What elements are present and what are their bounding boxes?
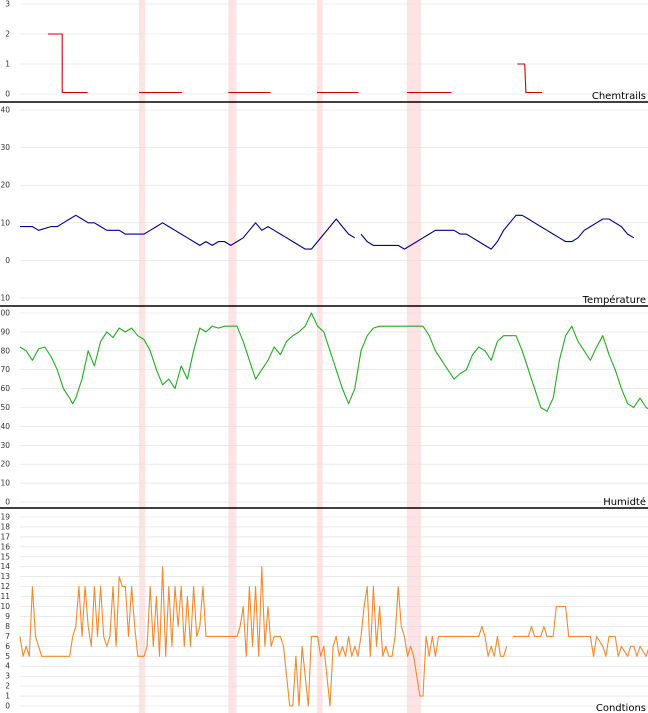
panel-title: Condtions (596, 703, 646, 713)
y-tick-label: 14 (0, 562, 10, 571)
y-tick-label: 15 (0, 552, 10, 561)
panel-title: Humidté (603, 496, 646, 508)
panel-1: 0 1 2 3 Chemtrails (5, 0, 648, 102)
y-tick-label: 90 (0, 327, 10, 336)
series-line-1 (19, 312, 648, 412)
y-tick-label: 20 (0, 181, 10, 190)
y-tick-label: 50 (0, 403, 10, 412)
y-tick-label: 3 (5, 0, 10, 9)
y-tick-label: 60 (0, 384, 10, 393)
y-tick-label: 0 (5, 256, 10, 265)
y-tick-label: 40 (0, 422, 10, 431)
y-tick-label: 1 (5, 692, 10, 701)
y-tick-label: 100 (0, 309, 10, 318)
y-tick-label: 18 (0, 522, 10, 531)
y-tick-label: 9 (5, 612, 10, 621)
highlight-band-3 (316, 0, 323, 713)
y-tick-label: 7 (5, 632, 10, 641)
series-line-1 (20, 214, 356, 250)
y-tick-label: 13 (0, 572, 10, 581)
y-tick-label: 10 (0, 218, 10, 227)
y-tick-label: 4 (5, 662, 10, 671)
y-tick-label: 3 (5, 672, 10, 681)
y-tick-label: 0 (5, 498, 10, 507)
y-tick-label: 20 (0, 460, 10, 469)
highlight-band-2 (228, 0, 237, 713)
y-tick-label: 1 (5, 60, 10, 69)
y-tick-label: 6 (5, 642, 10, 651)
y-tick-label: 70 (0, 365, 10, 374)
y-tick-label: -10 (0, 294, 10, 303)
panel-3: 0 10 20 30 40 50 60 70 80 90 100 Humidté (0, 309, 648, 508)
y-tick-label: 0 (5, 702, 10, 711)
series-line-1 (47, 33, 88, 94)
y-tick-label: 12 (0, 582, 10, 591)
series-line-6 (517, 63, 542, 94)
panel-title: Température (582, 294, 646, 306)
y-tick-label: 30 (0, 441, 10, 450)
highlight-band-1 (139, 0, 146, 713)
series-line-2 (360, 214, 635, 250)
y-tick-label: 8 (5, 622, 10, 631)
y-tick-label: 10 (0, 479, 10, 488)
highlight-band-4 (406, 0, 422, 713)
y-tick-label: 2 (5, 30, 10, 39)
y-tick-label: 11 (0, 592, 10, 601)
y-tick-label: 19 (0, 513, 10, 522)
y-tick-label: 5 (5, 652, 10, 661)
y-tick-label: 10 (0, 602, 10, 611)
panel-title: Chemtrails (592, 91, 646, 102)
y-tick-label: 40 (0, 106, 10, 115)
y-tick-label: 16 (0, 542, 10, 551)
y-tick-label: 80 (0, 346, 10, 355)
y-tick-label: 0 (5, 90, 10, 99)
y-tick-label: 17 (0, 532, 10, 541)
y-tick-label: 2 (5, 682, 10, 691)
series-line-2 (512, 605, 648, 657)
panel-2: -10 0 10 20 30 40 Température (0, 106, 648, 306)
y-tick-label: 30 (0, 143, 10, 152)
series-line-1 (19, 566, 508, 707)
